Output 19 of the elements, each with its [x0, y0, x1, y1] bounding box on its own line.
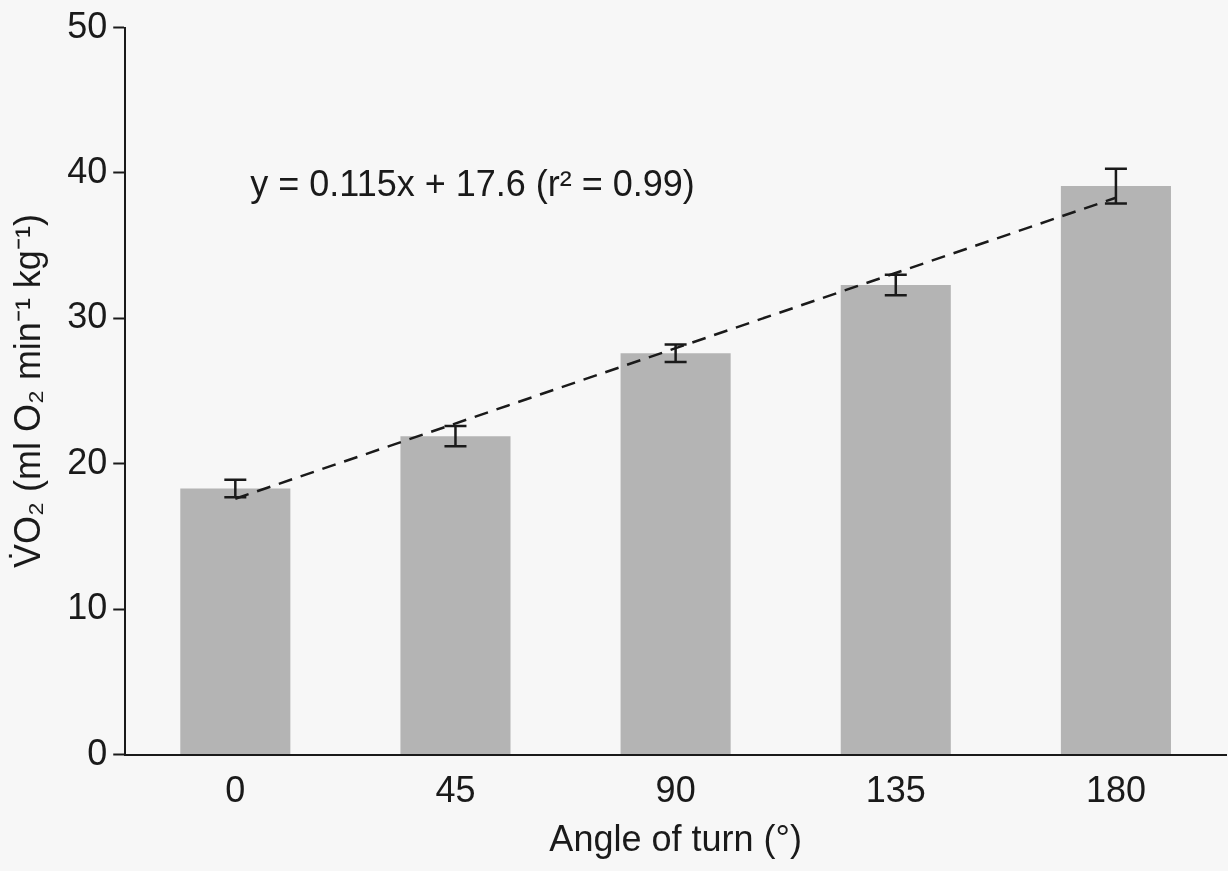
y-tick-label: 20: [67, 440, 108, 482]
bar: [620, 353, 731, 755]
bar: [840, 284, 951, 755]
y-tick-label: 10: [67, 586, 108, 628]
y-tick-label: 30: [67, 295, 108, 337]
x-tick-label: 45: [435, 769, 476, 811]
x-tick-label: 135: [865, 769, 926, 811]
bar: [180, 488, 291, 755]
x-axis-title: Angle of turn (°): [549, 818, 802, 860]
x-tick-label: 180: [1085, 769, 1146, 811]
y-tick-label: 0: [87, 731, 108, 773]
bar: [400, 436, 511, 755]
y-axis-title: V̇O₂ (ml O₂ min⁻¹ kg⁻¹): [6, 214, 48, 569]
y-tick-label: 40: [67, 149, 108, 191]
x-tick-label: 0: [225, 769, 246, 811]
annotation: y = 0.115x + 17.6 (r² = 0.99): [250, 162, 695, 204]
bar: [1060, 186, 1171, 755]
y-tick-label: 50: [67, 4, 108, 46]
x-tick-label: 90: [655, 769, 696, 811]
